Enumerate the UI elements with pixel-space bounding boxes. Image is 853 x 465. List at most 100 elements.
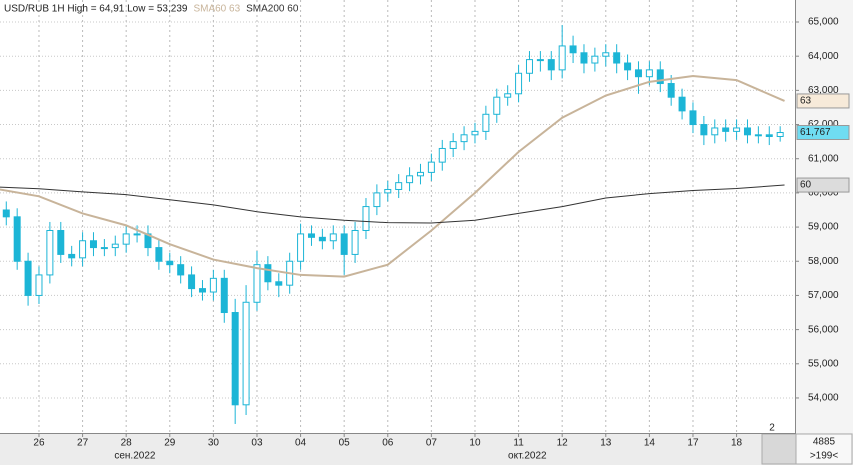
indicator-label: SMA200 60 xyxy=(246,4,299,15)
month-label: окт.2022 xyxy=(508,451,547,462)
candle-body xyxy=(438,147,446,163)
candle-body xyxy=(100,247,108,250)
candle-body xyxy=(384,188,392,194)
x-tick-label: 26 xyxy=(33,438,45,449)
candle-body xyxy=(460,134,468,143)
candle-body xyxy=(733,127,741,132)
candle-body xyxy=(68,253,76,259)
candle-body xyxy=(46,229,54,276)
candle-body xyxy=(89,240,97,249)
candle-body xyxy=(329,233,337,242)
candle-body xyxy=(177,264,185,276)
candle-body xyxy=(525,59,533,74)
candle-body xyxy=(645,69,653,78)
candle-body xyxy=(536,59,544,62)
price-marker xyxy=(796,93,850,109)
x-tick-label: 12 xyxy=(557,438,569,449)
candle-body xyxy=(166,260,174,266)
candle-body xyxy=(547,59,555,71)
candle-body xyxy=(351,229,359,255)
candle-body xyxy=(57,229,65,255)
chart-title: USD/RUB 1H High = 64,91 Low = 53,239 xyxy=(4,4,188,15)
indicator-label: SMA60 63 xyxy=(193,4,240,15)
candle-body xyxy=(504,93,512,98)
candle-body xyxy=(155,247,163,262)
candle-body xyxy=(427,161,435,173)
candle-body xyxy=(493,96,501,115)
candle-body xyxy=(373,192,381,208)
candle-body xyxy=(580,52,588,64)
x-tick-label: 18 xyxy=(731,438,743,449)
candle-body xyxy=(591,55,599,64)
candle-body xyxy=(188,274,196,290)
y-tick-label: 54,000 xyxy=(808,393,839,404)
candle-body xyxy=(624,62,632,71)
candle-body xyxy=(743,127,751,136)
candle-body xyxy=(689,110,697,126)
grid xyxy=(0,0,795,433)
y-tick-label: 59,000 xyxy=(808,222,839,233)
candle-body xyxy=(482,113,490,132)
candle-body xyxy=(416,171,424,177)
candle-body xyxy=(209,277,217,293)
candle-body xyxy=(471,130,479,136)
x-tick-label: 11 xyxy=(513,438,524,449)
candle-body xyxy=(24,260,32,296)
price-marker-label: 63 xyxy=(800,96,812,107)
candle-body xyxy=(558,45,566,71)
x-tick-label: 07 xyxy=(426,438,438,449)
candle-body xyxy=(122,233,130,245)
x-tick-label: 29 xyxy=(164,438,176,449)
candle-body xyxy=(515,72,523,95)
x-tick-label: 04 xyxy=(295,438,307,449)
x-tick-label: 17 xyxy=(687,438,699,449)
x-tick-label: 28 xyxy=(121,438,133,449)
candle-body xyxy=(220,277,228,314)
candle-body xyxy=(776,132,784,138)
x-tick-label: 27 xyxy=(77,438,89,449)
candle-body xyxy=(133,233,141,236)
counter-box xyxy=(795,433,853,465)
candle-body xyxy=(449,141,457,149)
scroll-count: >199< xyxy=(810,451,839,462)
price-marker-label: 61,767 xyxy=(800,127,831,138)
y-tick-label: 61,000 xyxy=(808,153,839,164)
candle-body xyxy=(362,206,370,231)
page-number: 2 xyxy=(769,423,775,434)
candle-body xyxy=(2,209,10,218)
scroll-box[interactable] xyxy=(761,433,797,465)
marks xyxy=(0,25,785,424)
candle-body xyxy=(242,301,250,406)
x-tick-label: 05 xyxy=(339,438,351,449)
y-axis-panel xyxy=(796,0,853,433)
y-tick-label: 60,000 xyxy=(808,188,839,199)
candle-body xyxy=(711,127,719,136)
x-tick-label: 14 xyxy=(644,438,656,449)
x-axis-panel xyxy=(0,433,853,465)
candle-body xyxy=(700,124,708,136)
candle-body xyxy=(13,216,21,262)
candle-body xyxy=(722,127,730,132)
candle-body xyxy=(613,52,621,64)
y-tick-label: 57,000 xyxy=(808,290,839,301)
x-tick-label: 10 xyxy=(469,438,481,449)
price-marker-label: 60 xyxy=(800,180,812,191)
candle-body xyxy=(264,264,272,283)
candle-body xyxy=(634,69,642,78)
bar-count: 4885 xyxy=(813,437,836,448)
candle-body xyxy=(253,264,261,303)
candle-body xyxy=(340,233,348,255)
y-tick-label: 58,000 xyxy=(808,256,839,267)
candle-body xyxy=(602,52,610,57)
price-marker xyxy=(796,177,850,193)
sma-line xyxy=(0,75,785,278)
candle-body xyxy=(318,236,326,242)
candle-body xyxy=(35,274,43,296)
price-marker xyxy=(796,125,850,141)
candle-body xyxy=(678,96,686,112)
candle-body xyxy=(667,83,675,98)
candle-body xyxy=(656,69,664,85)
y-tick-label: 55,000 xyxy=(808,358,839,369)
x-tick-label: 06 xyxy=(382,438,394,449)
